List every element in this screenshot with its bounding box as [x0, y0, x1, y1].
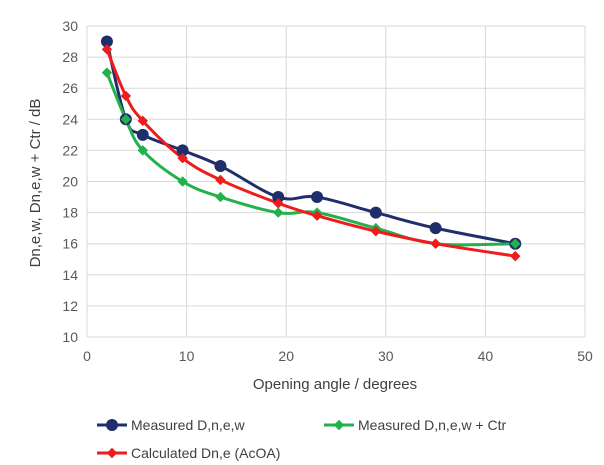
legend-swatch-marker: [106, 419, 118, 431]
y-tick-label: 16: [62, 236, 78, 252]
data-point-series-3: [510, 250, 521, 262]
y-tick-label: 18: [62, 205, 78, 221]
data-point-series-3: [311, 210, 323, 221]
data-point-series-2: [177, 176, 188, 187]
legend-label: Measured D,n,e,w: [131, 417, 245, 433]
data-point-series-2: [273, 207, 284, 218]
data-point-series-3: [137, 115, 148, 127]
series-markers: [100, 35, 522, 262]
legend-swatch-marker: [106, 447, 118, 459]
legend-swatch-marker: [333, 419, 345, 431]
y-tick-label: 28: [62, 49, 78, 65]
x-axis-title: Opening angle / degrees: [253, 376, 417, 393]
data-point-series-3: [215, 174, 226, 186]
y-tick-label: 22: [62, 142, 78, 158]
y-tick-label: 24: [62, 111, 78, 127]
data-point-series-1: [429, 222, 442, 235]
series-line-3: [105, 47, 517, 258]
data-point-series-3: [177, 152, 188, 164]
y-tick-label: 10: [62, 329, 78, 345]
y-axis-title: Dn,e,w, Dn,e,w + Ctr / dB: [27, 99, 44, 268]
y-tick-labels: 10 12 14 16 18 20 22 24 26 28 30: [62, 18, 78, 345]
data-point-series-2: [137, 145, 148, 156]
data-point-series-1: [136, 128, 149, 141]
y-tick-label: 12: [62, 298, 78, 314]
data-point-series-1: [311, 191, 324, 204]
data-point-series-3: [120, 90, 132, 102]
legend: Measured D,n,e,w Measured D,n,e,w + Ctr Ca…: [97, 417, 507, 461]
y-tick-label: 14: [62, 267, 78, 283]
data-point-series-2: [215, 191, 226, 203]
data-point-series-3: [370, 226, 382, 237]
data-point-series-3: [273, 198, 284, 209]
y-tick-label: 30: [62, 18, 78, 34]
legend-label: Measured D,n,e,w + Ctr: [358, 417, 507, 433]
legend-label: Calculated Dn,e (AcOA): [131, 445, 280, 461]
data-point-series-1: [369, 206, 382, 219]
series-line-1: [105, 40, 517, 246]
x-tick-label: 0: [83, 348, 91, 364]
data-point-series-2: [510, 238, 521, 249]
data-point-series-2: [101, 67, 113, 78]
x-tick-label: 30: [378, 348, 394, 364]
x-tick-labels: 0 10 20 30 40 50: [83, 348, 593, 364]
x-tick-label: 10: [179, 348, 195, 364]
data-point-series-3: [430, 238, 441, 249]
x-tick-label: 50: [577, 348, 593, 364]
y-tick-label: 26: [62, 80, 78, 96]
x-tick-label: 20: [278, 348, 294, 364]
data-point-series-3: [101, 44, 113, 55]
data-point-series-2: [120, 114, 132, 125]
series-lines: [105, 40, 517, 258]
data-point-series-1: [214, 159, 227, 172]
x-tick-label: 40: [478, 348, 494, 364]
y-tick-label: 20: [62, 174, 78, 190]
